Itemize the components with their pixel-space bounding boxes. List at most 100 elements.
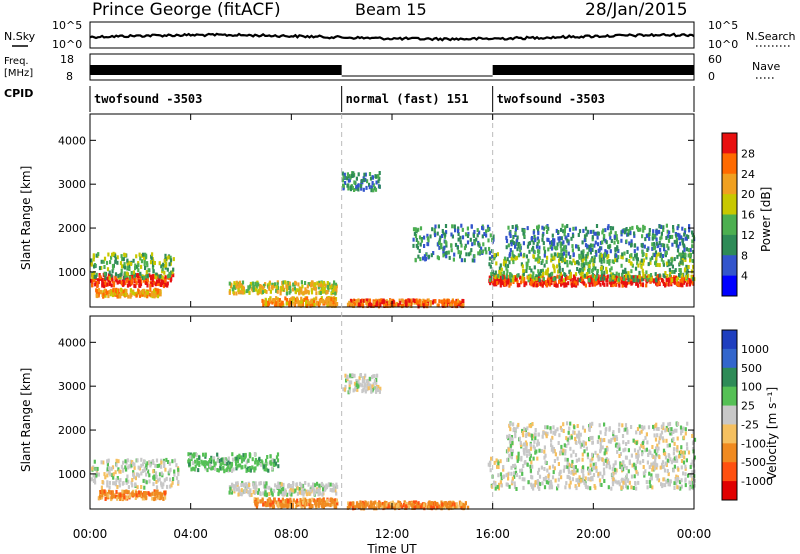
heatmap-cell <box>362 298 365 303</box>
heatmap-cell <box>603 270 606 275</box>
heatmap-cell <box>683 230 686 235</box>
heatmap-cell <box>401 303 404 308</box>
heatmap-cell <box>581 442 584 447</box>
heatmap-cell <box>582 440 585 445</box>
heatmap-cell <box>565 236 568 241</box>
heatmap-cell <box>592 262 595 267</box>
heatmap-cell <box>265 503 268 508</box>
heatmap-cell <box>632 486 635 490</box>
heatmap-cell <box>680 276 683 281</box>
heatmap-cell <box>115 463 118 468</box>
heatmap-cell <box>496 276 499 281</box>
heatmap-cell <box>552 470 555 475</box>
heatmap-cell <box>666 469 669 473</box>
heatmap-cell <box>514 227 517 232</box>
heatmap-cell <box>644 275 647 280</box>
noise-left-tick-bottom: 10^0 <box>52 38 82 51</box>
heatmap-cell <box>481 249 485 254</box>
heatmap-cell <box>602 467 606 472</box>
heatmap-cell <box>534 281 537 286</box>
heatmap-cell <box>142 478 145 483</box>
heatmap-cell <box>656 476 659 481</box>
heatmap-cell <box>655 452 658 457</box>
heatmap-cell <box>145 495 148 500</box>
heatmap-cell <box>658 229 661 234</box>
heatmap-cell <box>124 489 127 494</box>
heatmap-cell <box>125 480 128 485</box>
heatmap-cell <box>679 282 682 287</box>
heatmap-cell <box>132 470 135 475</box>
heatmap-cell <box>133 272 136 277</box>
heatmap-cell <box>363 178 366 183</box>
heatmap-cell <box>240 455 243 460</box>
heatmap-cell <box>645 253 648 257</box>
heatmap-cell <box>554 282 557 287</box>
heatmap-cell <box>164 467 167 472</box>
heatmap-cell <box>602 257 605 262</box>
heatmap-cell <box>574 470 577 475</box>
heatmap-cell <box>682 250 685 255</box>
heatmap-cell <box>493 279 496 284</box>
heatmap-cell <box>669 272 672 277</box>
heatmap-cell <box>280 505 283 509</box>
heatmap-cell <box>621 229 624 234</box>
heatmap-cell <box>146 294 149 299</box>
heatmap-cell <box>677 485 680 490</box>
heatmap-cell <box>408 501 411 506</box>
heatmap-cell <box>109 292 112 297</box>
heatmap-cell <box>135 254 138 259</box>
heatmap-cell <box>634 278 637 283</box>
heatmap-cell <box>563 465 566 470</box>
heatmap-cell <box>344 373 347 378</box>
heatmap-cell <box>626 485 629 490</box>
heatmap-cell <box>345 378 348 383</box>
heatmap-cell <box>593 243 596 248</box>
heatmap-cell <box>373 300 376 305</box>
heatmap-cell <box>115 478 118 483</box>
nave-tick-bottom: 0 <box>708 70 715 83</box>
heatmap-cell <box>171 480 174 485</box>
heatmap-cell <box>507 476 510 481</box>
heatmap-cell <box>384 504 387 508</box>
heatmap-cell <box>572 430 575 435</box>
heatmap-cell <box>533 250 536 255</box>
heatmap-cell <box>665 261 668 266</box>
heatmap-cell <box>503 282 507 287</box>
heatmap-cell <box>685 282 688 287</box>
heatmap-cell <box>532 483 535 488</box>
heatmap-cell <box>647 453 650 457</box>
heatmap-cell <box>660 235 663 240</box>
heatmap-cell <box>361 376 365 381</box>
heatmap-cell <box>642 258 645 263</box>
heatmap-cell <box>626 250 629 254</box>
heatmap-cell <box>563 229 566 233</box>
heatmap-cell <box>604 253 607 258</box>
heatmap-cell <box>276 452 280 457</box>
heatmap-cell <box>112 290 115 295</box>
heatmap-cell <box>488 463 492 468</box>
heatmap-cell <box>672 430 675 434</box>
heatmap-cell <box>664 271 667 275</box>
heatmap-cell <box>106 459 109 464</box>
heatmap-cell <box>587 466 590 471</box>
heatmap-cell <box>595 252 598 257</box>
heatmap-cell <box>458 500 461 505</box>
heatmap-cell <box>297 300 300 305</box>
heatmap-cell <box>385 502 388 507</box>
heatmap-cell <box>609 249 612 254</box>
heatmap-cell <box>138 279 141 284</box>
heatmap-cell <box>578 278 581 283</box>
heatmap-cell <box>528 423 531 428</box>
heatmap-cell <box>342 387 345 392</box>
heatmap-cell <box>237 288 240 292</box>
heatmap-cell <box>364 177 367 182</box>
heatmap-cell <box>271 500 275 505</box>
heatmap-cell <box>585 485 588 489</box>
heatmap-cell <box>292 282 295 287</box>
heatmap-cell <box>664 253 667 258</box>
heatmap-cell <box>332 300 335 305</box>
heatmap-cell <box>152 259 155 264</box>
heatmap-cell <box>300 287 303 292</box>
cpid-label: CPID <box>4 87 33 100</box>
freq-tick-bottom: 8 <box>66 70 73 83</box>
